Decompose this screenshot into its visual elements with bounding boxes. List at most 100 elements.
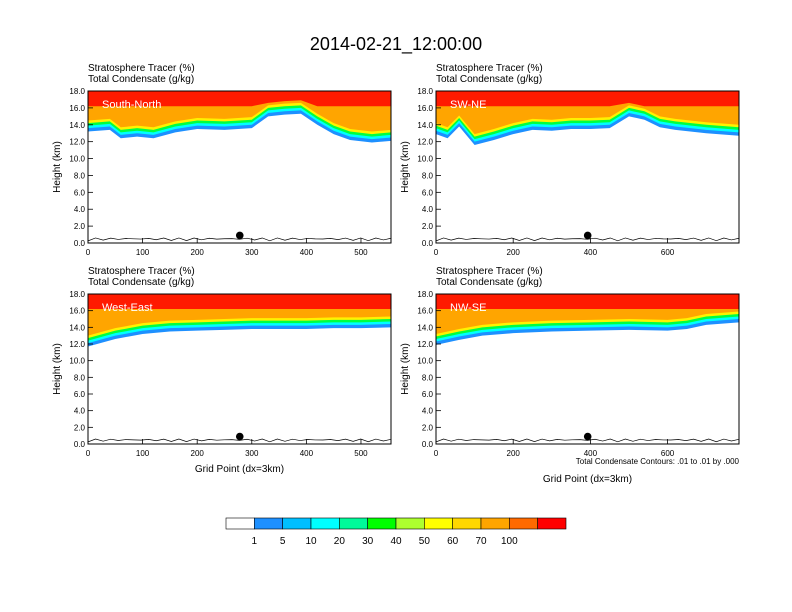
- colorbar-label: 20: [334, 536, 346, 547]
- condensate-contour: [436, 237, 739, 242]
- colorbar-label: 40: [390, 536, 402, 547]
- y-tick-label: 10.0: [417, 155, 433, 164]
- x-tick-label: 100: [136, 248, 150, 257]
- plot-frame: [87, 90, 392, 244]
- y-tick-label: 16.0: [417, 307, 433, 316]
- colorbar-label: 60: [447, 536, 459, 547]
- colorbar-swatch: [424, 517, 453, 530]
- panel-nw-se: Stratosphere Tracer (%)Total Condensate …: [400, 266, 740, 485]
- y-tick-label: 12.0: [69, 138, 85, 147]
- plot-field: [88, 294, 391, 444]
- condensate-contour: [88, 438, 391, 443]
- colorbar-swatch: [367, 517, 397, 530]
- panel-west-east: Stratosphere Tracer (%)Total Condensate …: [52, 266, 392, 475]
- plot-field: [436, 91, 739, 243]
- x-axis-label: Grid Point (dx=3km): [195, 464, 284, 475]
- y-axis-label: Height (km): [400, 343, 411, 395]
- x-tick-label: 500: [354, 449, 368, 458]
- y-axis-label: Height (km): [400, 141, 411, 193]
- y-tick-label: 8.0: [422, 171, 434, 180]
- panel-label: SW-NE: [450, 99, 486, 111]
- x-tick-label: 400: [300, 248, 314, 257]
- y-tick-label: 18.0: [69, 290, 85, 299]
- y-tick-label: 12.0: [69, 340, 85, 349]
- x-tick-label: 200: [191, 449, 205, 458]
- panel-header-line: Total Condensate (g/kg): [436, 74, 542, 85]
- x-tick-label: 200: [507, 248, 521, 257]
- plot-field: [88, 91, 391, 243]
- colorbar-label: 50: [419, 536, 431, 547]
- contour-note: Total Condensate Contours: .01 to .01 by…: [576, 457, 740, 466]
- panel-header-line: Stratosphere Tracer (%): [436, 63, 543, 74]
- y-tick-label: 2.0: [74, 222, 86, 231]
- colorbar-label: 70: [475, 536, 487, 547]
- y-tick-label: 8.0: [422, 373, 434, 382]
- colorbar-swatch: [310, 517, 340, 530]
- x-tick-label: 300: [245, 248, 259, 257]
- y-tick-label: 18.0: [417, 87, 433, 96]
- colorbar-swatch: [537, 517, 567, 530]
- x-tick-label: 200: [191, 248, 205, 257]
- colorbar-swatch: [509, 517, 538, 530]
- colorbar-swatch: [282, 517, 312, 530]
- y-tick-label: 10.0: [69, 155, 85, 164]
- x-tick-label: 0: [86, 248, 91, 257]
- x-tick-label: 200: [507, 449, 521, 458]
- colorbar-label: 5: [280, 536, 286, 547]
- y-tick-label: 0.0: [422, 239, 434, 248]
- panel-sw-ne: Stratosphere Tracer (%)Total Condensate …: [400, 63, 740, 257]
- plot-frame: [435, 90, 740, 244]
- y-tick-label: 14.0: [417, 121, 433, 130]
- y-tick-label: 14.0: [69, 121, 85, 130]
- x-axis-label: Grid Point (dx=3km): [543, 474, 632, 485]
- y-tick-label: 16.0: [69, 104, 85, 113]
- colorbar-label: 1: [252, 536, 258, 547]
- location-marker: [235, 432, 244, 441]
- y-tick-label: 2.0: [74, 423, 86, 432]
- x-tick-label: 400: [300, 449, 314, 458]
- colorbar-swatch: [225, 517, 255, 530]
- x-tick-label: 0: [86, 449, 91, 458]
- tracer-band-red: [436, 91, 739, 107]
- y-tick-label: 0.0: [74, 440, 86, 449]
- colorbar-label: 100: [501, 536, 518, 547]
- y-tick-label: 10.0: [417, 357, 433, 366]
- x-tick-label: 500: [354, 248, 368, 257]
- y-tick-label: 2.0: [422, 423, 434, 432]
- colorbar-swatch: [395, 517, 425, 530]
- colorbar-swatch: [480, 517, 510, 530]
- y-tick-label: 14.0: [417, 323, 433, 332]
- location-marker: [235, 231, 244, 240]
- x-tick-label: 400: [584, 248, 598, 257]
- x-tick-label: 300: [245, 449, 259, 458]
- y-tick-label: 12.0: [417, 340, 433, 349]
- y-tick-label: 0.0: [422, 440, 434, 449]
- colorbar: 1 5 10 20 30 40 50 60 70 100: [225, 517, 567, 547]
- y-tick-label: 4.0: [74, 205, 86, 214]
- plot-frame: [435, 293, 740, 445]
- y-tick-label: 2.0: [422, 222, 434, 231]
- panel-header-line: Total Condensate (g/kg): [88, 74, 194, 85]
- tracer-band-red: [88, 294, 391, 309]
- y-tick-label: 18.0: [69, 87, 85, 96]
- x-tick-label: 0: [434, 248, 439, 257]
- y-tick-label: 6.0: [422, 390, 434, 399]
- location-marker: [583, 432, 592, 441]
- colorbar-swatch: [452, 517, 482, 530]
- panel-label: NW-SE: [450, 302, 486, 314]
- x-tick-label: 100: [136, 449, 150, 458]
- panel-header-line: Stratosphere Tracer (%): [88, 63, 195, 74]
- panel-label: West-East: [102, 302, 153, 314]
- page-title: 2014-02-21_12:00:00: [310, 34, 482, 55]
- y-tick-label: 4.0: [74, 407, 86, 416]
- tracer-band-red: [88, 91, 391, 107]
- y-tick-label: 16.0: [417, 104, 433, 113]
- panel-label: South-North: [102, 99, 161, 111]
- colorbar-label: 30: [362, 536, 374, 547]
- y-tick-label: 8.0: [74, 373, 86, 382]
- panel-south-north: Stratosphere Tracer (%)Total Condensate …: [52, 63, 392, 257]
- x-tick-label: 600: [661, 248, 675, 257]
- x-tick-label: 0: [434, 449, 439, 458]
- panel-header-line: Total Condensate (g/kg): [88, 277, 194, 288]
